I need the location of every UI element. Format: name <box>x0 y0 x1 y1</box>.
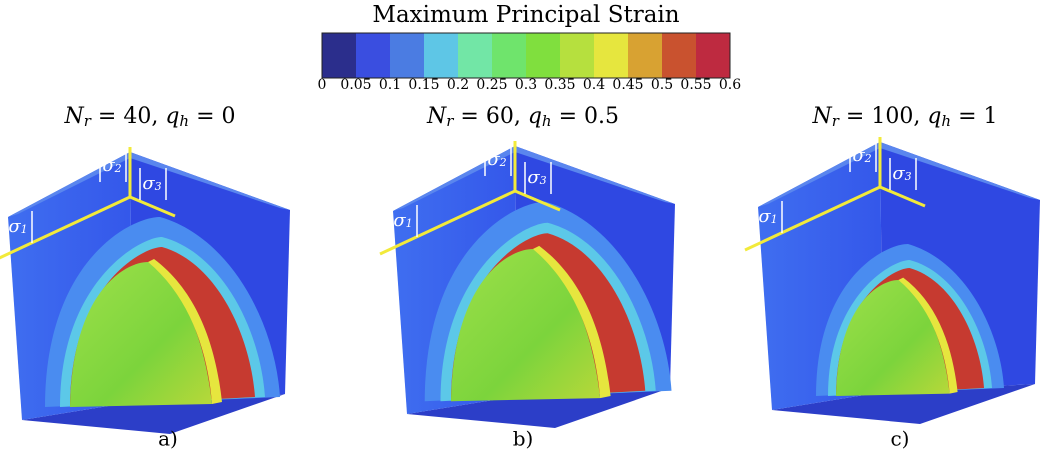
axis-sub: 1 <box>21 223 28 236</box>
strain-zone <box>898 277 958 394</box>
title-segment: N <box>811 104 832 129</box>
title-segment: r <box>832 112 840 130</box>
colorbar-swatch <box>356 33 391 78</box>
title-segment: = 40, <box>91 104 165 129</box>
title-segment: r <box>84 112 92 130</box>
panel-title: Nr = 100, qh = 1 <box>811 104 997 130</box>
colorbar-swatch <box>458 33 493 78</box>
colorbar-tick-label: 0.1 <box>379 77 401 93</box>
strain-zone <box>836 280 950 396</box>
colorbar-swatch <box>594 33 629 78</box>
panel-label: a) <box>158 427 178 451</box>
cube-bottom <box>407 388 670 428</box>
colorbar-title: Maximum Principal Strain <box>372 2 679 28</box>
stress-axis-label: σ3 <box>892 163 911 184</box>
colorbar-tick-label: 0 <box>318 77 327 93</box>
colorbar-tick-label: 0.25 <box>476 77 507 93</box>
stress-axis-label: σ1 <box>758 206 777 227</box>
title-segment: q <box>927 104 941 129</box>
stress-axis-label: σ3 <box>142 173 161 194</box>
colorbar-frame <box>321 32 731 79</box>
stress-axis-label: σ2 <box>852 145 871 166</box>
colorbar-tick-label: 0.3 <box>515 77 537 93</box>
axis-arrow <box>514 189 561 212</box>
title-segment: q <box>528 104 542 129</box>
axis-sub: 3 <box>905 170 912 183</box>
colorbar-tick-label: 0.45 <box>612 77 643 93</box>
colorbar-tick-label: 0.4 <box>583 77 605 93</box>
stress-axis-label: σ1 <box>393 210 412 231</box>
axis-sub: 1 <box>771 213 778 226</box>
strain-zone <box>148 259 222 404</box>
title-segment: = 60, <box>453 104 527 129</box>
axis-symbol: σ <box>758 206 771 227</box>
colorbar-tick-label: 0.35 <box>544 77 575 93</box>
colorbar-swatch <box>628 33 663 78</box>
title-segment: = 1 <box>951 104 997 129</box>
colorbar-tick-label: 0.2 <box>447 77 469 93</box>
axis-arrow <box>0 195 131 260</box>
axis-arrow <box>129 195 176 218</box>
axis-sub: 2 <box>499 156 507 169</box>
axis-symbol: σ <box>892 163 905 184</box>
title-segment: h <box>941 112 951 130</box>
stress-axis-label: σ1 <box>8 216 27 237</box>
title-segment: q <box>165 104 179 129</box>
colorbar-tick-label: 0.55 <box>680 77 711 93</box>
cube-bottom <box>772 384 1035 424</box>
panel-title: Nr = 60, qh = 0.5 <box>426 104 619 130</box>
colorbar-swatch <box>526 33 561 78</box>
colorbar-tick-label: 0.15 <box>408 77 439 93</box>
colorbar-swatch <box>322 33 357 78</box>
colorbar-swatch <box>662 33 697 78</box>
axis-arrow <box>379 189 516 256</box>
colorbar-swatch <box>424 33 459 78</box>
stress-axis-label: σ2 <box>102 155 121 176</box>
colorbar-swatch <box>560 33 595 78</box>
axis-symbol: σ <box>102 155 115 176</box>
axis-sub: 1 <box>406 217 413 230</box>
title-segment: N <box>426 104 447 129</box>
axis-sub: 2 <box>114 162 122 175</box>
strain-zone <box>532 245 611 399</box>
cube-bottom <box>22 394 285 434</box>
colorbar-tick-label: 0.6 <box>719 77 741 93</box>
title-segment: h <box>542 112 552 130</box>
colorbar-swatch <box>696 33 731 78</box>
strain-zone <box>70 262 212 407</box>
axis-symbol: σ <box>487 149 500 170</box>
strain-zone <box>451 249 601 402</box>
axis-arrow <box>744 185 881 252</box>
axis-sub: 3 <box>155 180 162 193</box>
title-segment: = 0 <box>189 104 235 129</box>
axis-symbol: σ <box>142 173 155 194</box>
axis-symbol: σ <box>8 216 21 237</box>
panel-label: b) <box>513 427 534 451</box>
title-segment: r <box>446 112 454 130</box>
panel-title: Nr = 40, qh = 0 <box>63 104 235 130</box>
stress-axis-label: σ3 <box>527 167 546 188</box>
title-segment: = 0.5 <box>552 104 619 129</box>
axis-symbol: σ <box>393 210 406 231</box>
stress-axis-label: σ2 <box>487 149 506 170</box>
axis-arrow <box>879 185 926 208</box>
title-segment: N <box>63 104 84 129</box>
colorbar-tick-label: 0.05 <box>340 77 371 93</box>
axis-symbol: σ <box>852 145 865 166</box>
title-segment: = 100, <box>839 104 927 129</box>
axis-sub: 2 <box>864 152 872 165</box>
axis-symbol: σ <box>527 167 540 188</box>
colorbar-swatch <box>390 33 425 78</box>
panel-label: c) <box>890 427 909 451</box>
colorbar-tick-label: 0.5 <box>651 77 673 93</box>
title-segment: h <box>179 112 189 130</box>
colorbar-swatch <box>492 33 527 78</box>
axis-sub: 3 <box>540 174 547 187</box>
